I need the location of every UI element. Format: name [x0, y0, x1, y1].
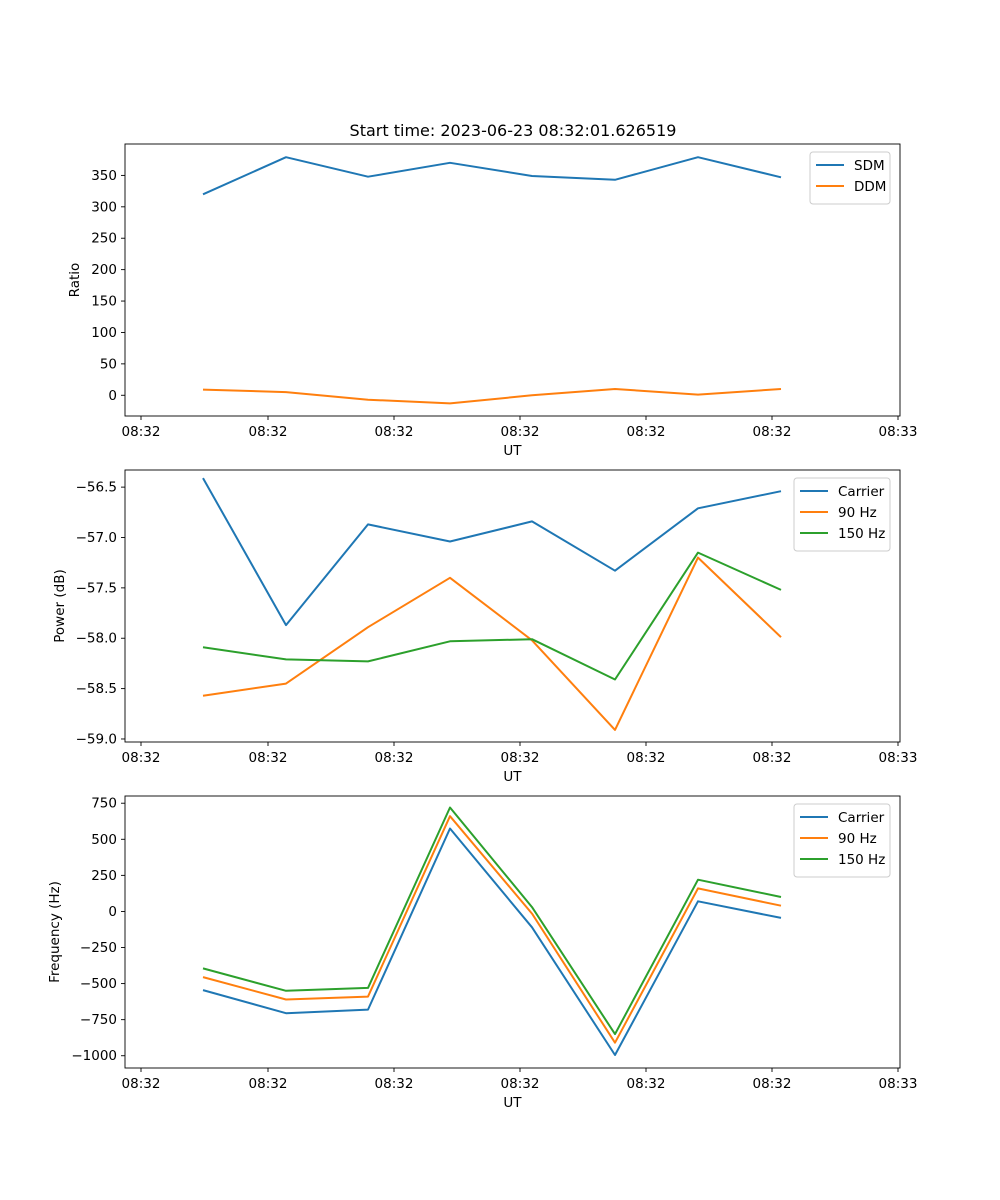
- x-tick-label: 08:32: [375, 1076, 414, 1092]
- x-axis-label: UT: [503, 443, 522, 459]
- y-tick-label: −57.0: [76, 530, 117, 546]
- x-tick-label: 08:32: [249, 424, 288, 440]
- legend-entry: Carrier: [838, 484, 885, 500]
- x-tick-label: 08:32: [753, 424, 792, 440]
- x-tick-label: 08:32: [122, 1076, 161, 1092]
- y-tick-label: 250: [91, 231, 117, 247]
- x-tick-label: 08:32: [627, 750, 666, 766]
- legend-entry: 90 Hz: [838, 831, 877, 847]
- series-line-carrier: [202, 477, 782, 627]
- y-tick-label: −1000: [71, 1048, 117, 1064]
- y-axis-label: Ratio: [67, 263, 83, 298]
- y-tick-label: 150: [91, 294, 117, 310]
- x-tick-label: 08:32: [627, 424, 666, 440]
- y-tick-label: 300: [91, 199, 117, 215]
- y-axis-label: Power (dB): [52, 569, 68, 642]
- legend-entry: DDM: [854, 179, 886, 195]
- x-tick-label: 08:33: [879, 750, 918, 766]
- legend-entry: 150 Hz: [838, 852, 885, 868]
- y-tick-label: −250: [80, 940, 117, 956]
- x-axis-label: UT: [503, 1095, 522, 1111]
- y-tick-label: 250: [91, 868, 117, 884]
- y-tick-label: −56.5: [76, 480, 117, 496]
- series-line-150-hz: [202, 806, 782, 1036]
- series-line-ddm: [202, 388, 782, 405]
- x-tick-label: 08:32: [249, 750, 288, 766]
- y-tick-label: 350: [91, 168, 117, 184]
- y-tick-label: −58.5: [76, 681, 117, 697]
- legend-entry: 90 Hz: [838, 505, 877, 521]
- y-tick-label: 0: [108, 904, 117, 920]
- legend-entry: SDM: [854, 158, 885, 174]
- legend-entry: 150 Hz: [838, 526, 885, 542]
- chart-panel-2: −56.5 −57.0 −57.5 −58.0 −58.5 −59.0 08:32 08:32…: [52, 469, 918, 785]
- y-tick-label: 100: [91, 325, 117, 341]
- x-tick-label: 08:32: [627, 1076, 666, 1092]
- chart-panel-1: 0 50 100 150 200 250 300 350 08:32 08:32 08:32 08:3…: [67, 143, 918, 459]
- plot-frame: [124, 469, 901, 743]
- x-tick-label: 08:32: [501, 750, 540, 766]
- y-tick-label: −500: [80, 976, 117, 992]
- y-tick-label: −58.0: [76, 631, 117, 647]
- series-line-90-hz: [202, 556, 782, 731]
- x-tick-label: 08:32: [375, 424, 414, 440]
- x-tick-label: 08:32: [753, 1076, 792, 1092]
- y-tick-label: 200: [91, 262, 117, 278]
- y-tick-label: −57.5: [76, 580, 117, 596]
- x-tick-label: 08:32: [501, 1076, 540, 1092]
- y-tick-label: 0: [108, 388, 117, 404]
- series-line-sdm: [202, 156, 782, 196]
- figure-title: Start time: 2023-06-23 08:32:01.626519: [350, 121, 677, 140]
- chart-panel-3: 750 500 250 0 −250 −500 −750 −1000 08:32 08:32 08:…: [47, 795, 918, 1111]
- series-line-carrier: [202, 827, 782, 1056]
- y-axis-label: Frequency (Hz): [47, 881, 63, 983]
- x-tick-label: 08:33: [879, 1076, 918, 1092]
- x-tick-label: 08:32: [501, 424, 540, 440]
- y-tick-label: 500: [91, 832, 117, 848]
- series-line-150-hz: [202, 551, 782, 681]
- x-tick-label: 08:32: [375, 750, 414, 766]
- x-tick-label: 08:32: [122, 750, 161, 766]
- x-tick-label: 08:32: [753, 750, 792, 766]
- series-line-90-hz: [202, 815, 782, 1044]
- y-tick-label: 750: [91, 796, 117, 812]
- legend-entry: Carrier: [838, 810, 885, 826]
- y-tick-label: −59.0: [76, 731, 117, 747]
- plot-frame: [124, 795, 901, 1069]
- y-tick-label: −750: [80, 1012, 117, 1028]
- x-tick-label: 08:33: [879, 424, 918, 440]
- x-tick-label: 08:32: [122, 424, 161, 440]
- y-tick-label: 50: [100, 356, 117, 372]
- plot-frame: [124, 143, 901, 417]
- x-tick-label: 08:32: [249, 1076, 288, 1092]
- x-axis-label: UT: [503, 769, 522, 785]
